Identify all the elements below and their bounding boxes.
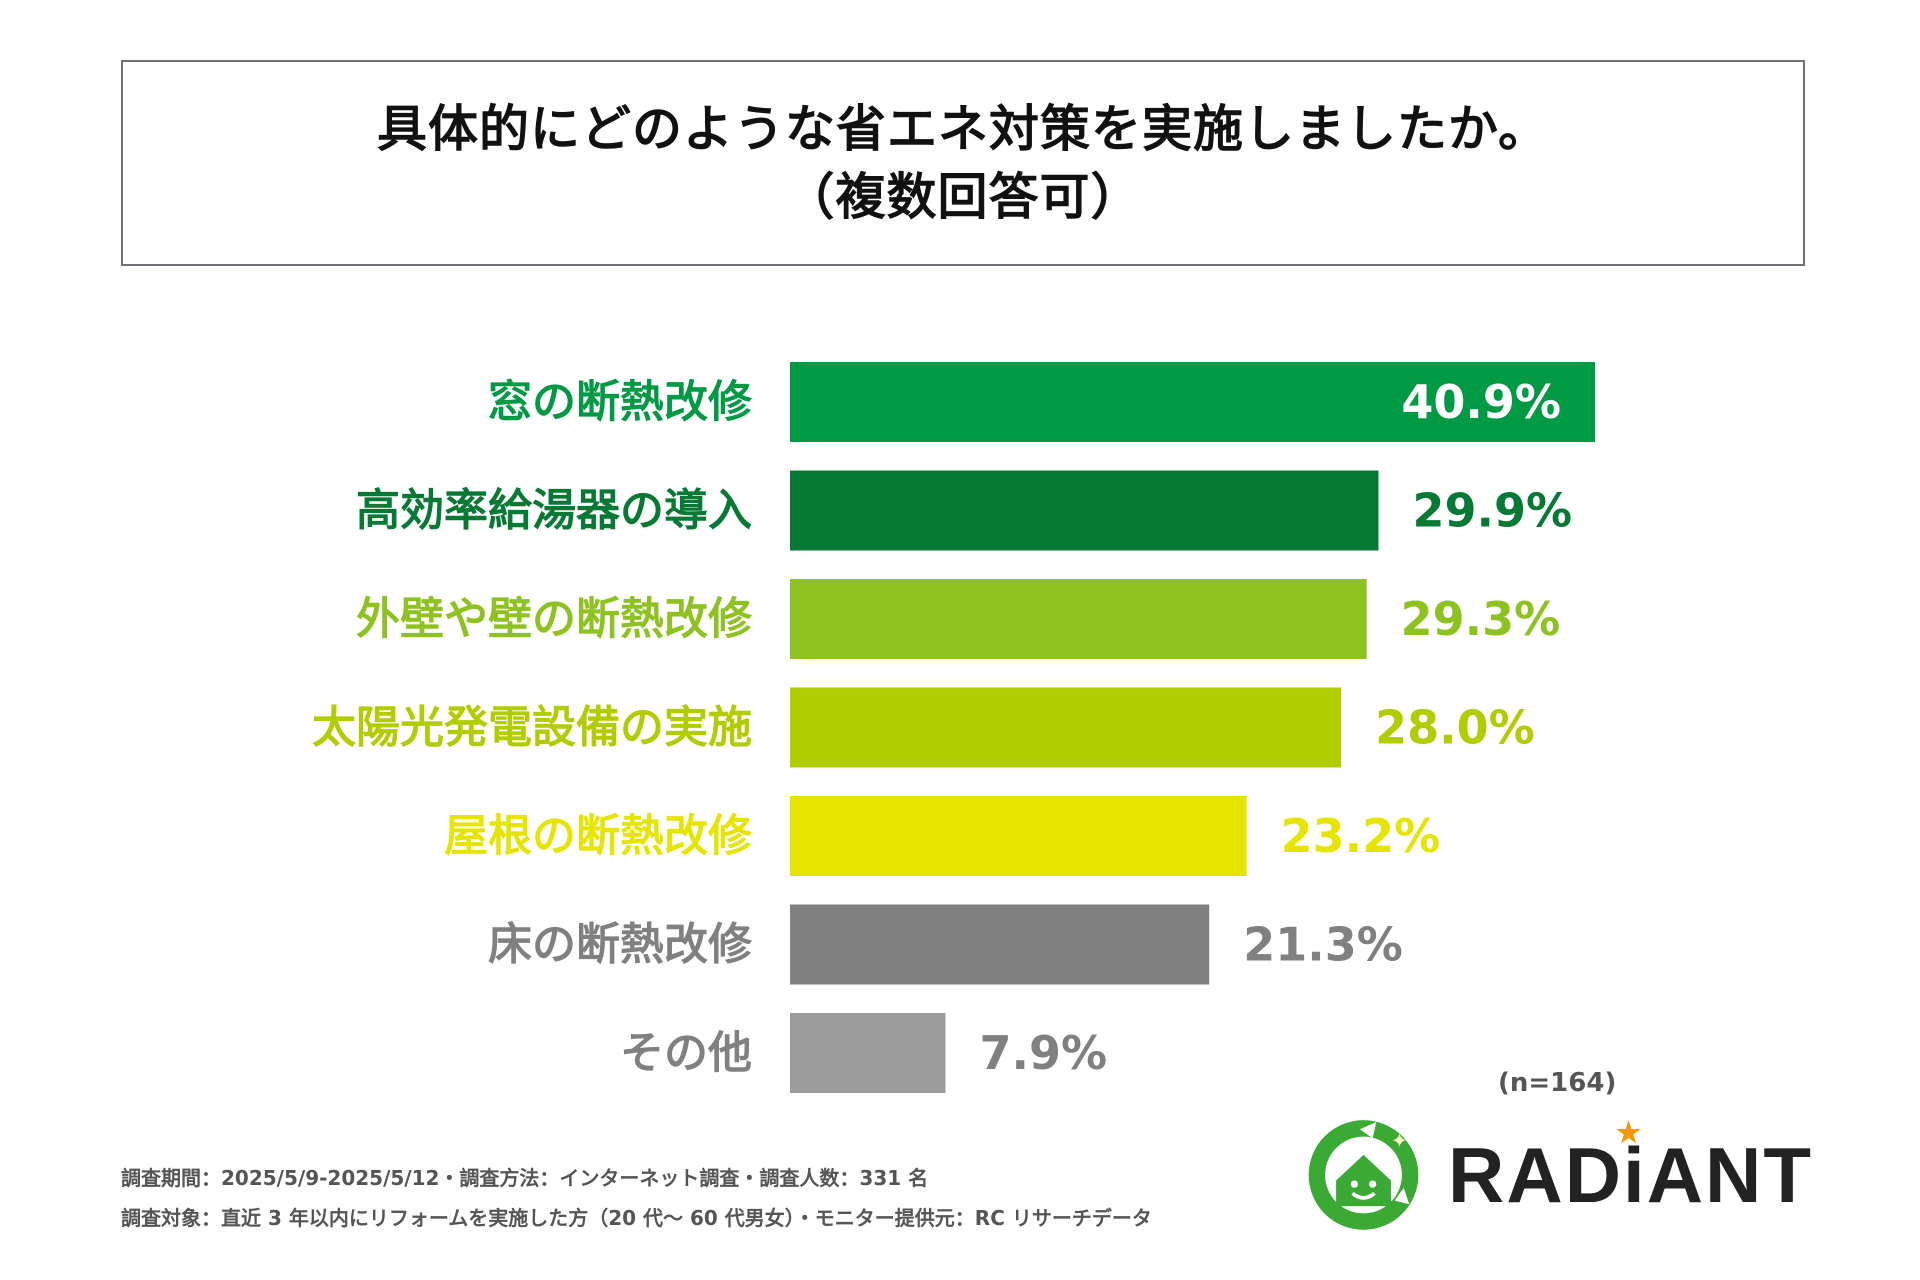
value-label-5: 23.2% (1281, 809, 1441, 863)
svg-text:✦: ✦ (1391, 1129, 1408, 1153)
star-icon: ★ (1616, 1116, 1644, 1148)
footnote-survey-target: 調査対象：直近 3 年以内にリフォームを実施した方（20 代〜 60 代男女）・… (121, 1206, 1152, 1230)
bar-3 (790, 579, 1367, 659)
bar-6 (790, 904, 1210, 985)
value-label-3: 29.3% (1401, 592, 1561, 646)
radiant-logo: ✦ RADiANT ★ (1305, 1110, 1813, 1240)
value-label-2: 29.9% (1412, 484, 1572, 538)
logo-wordmark: RADiANT (1448, 1130, 1813, 1219)
sample-size: (n=164) (1498, 1068, 1617, 1098)
value-label-4: 28.0% (1375, 701, 1535, 755)
value-label-6: 21.3% (1243, 918, 1403, 972)
category-label-1: 窓の断熱改修 (488, 377, 753, 428)
bar-1 (790, 362, 1595, 442)
category-label-6: 床の断熱改修 (488, 919, 753, 970)
category-label-2: 高効率給湯器の導入 (356, 485, 752, 536)
chart-title-line1: 具体的にどのような省エネ対策を実施しましたか。 (377, 100, 1549, 158)
chart-title-line2: （複数回答可） (784, 168, 1142, 226)
footnote-survey-period: 調査期間：2025/5/9-2025/5/12・調査方法：インターネット調査・調… (121, 1166, 929, 1190)
bar-4 (790, 687, 1342, 768)
bar-7 (790, 1013, 946, 1093)
house-recycle-icon: ✦ (1308, 1120, 1419, 1230)
category-label-4: 太陽光発電設備の実施 (312, 702, 752, 753)
value-label-1: 40.9% (1401, 375, 1561, 429)
logo-text: RADiANT ★ (1448, 1117, 1813, 1221)
title-box: 具体的にどのような省エネ対策を実施しましたか。 （複数回答可） (121, 60, 1805, 266)
value-label-7: 7.9% (979, 1026, 1107, 1080)
bar-5 (790, 796, 1247, 876)
category-label-7: その他 (620, 1028, 752, 1079)
category-label-3: 外壁や壁の断熱改修 (356, 594, 753, 645)
bar-2 (790, 470, 1379, 551)
category-label-5: 屋根の断熱改修 (444, 811, 753, 862)
